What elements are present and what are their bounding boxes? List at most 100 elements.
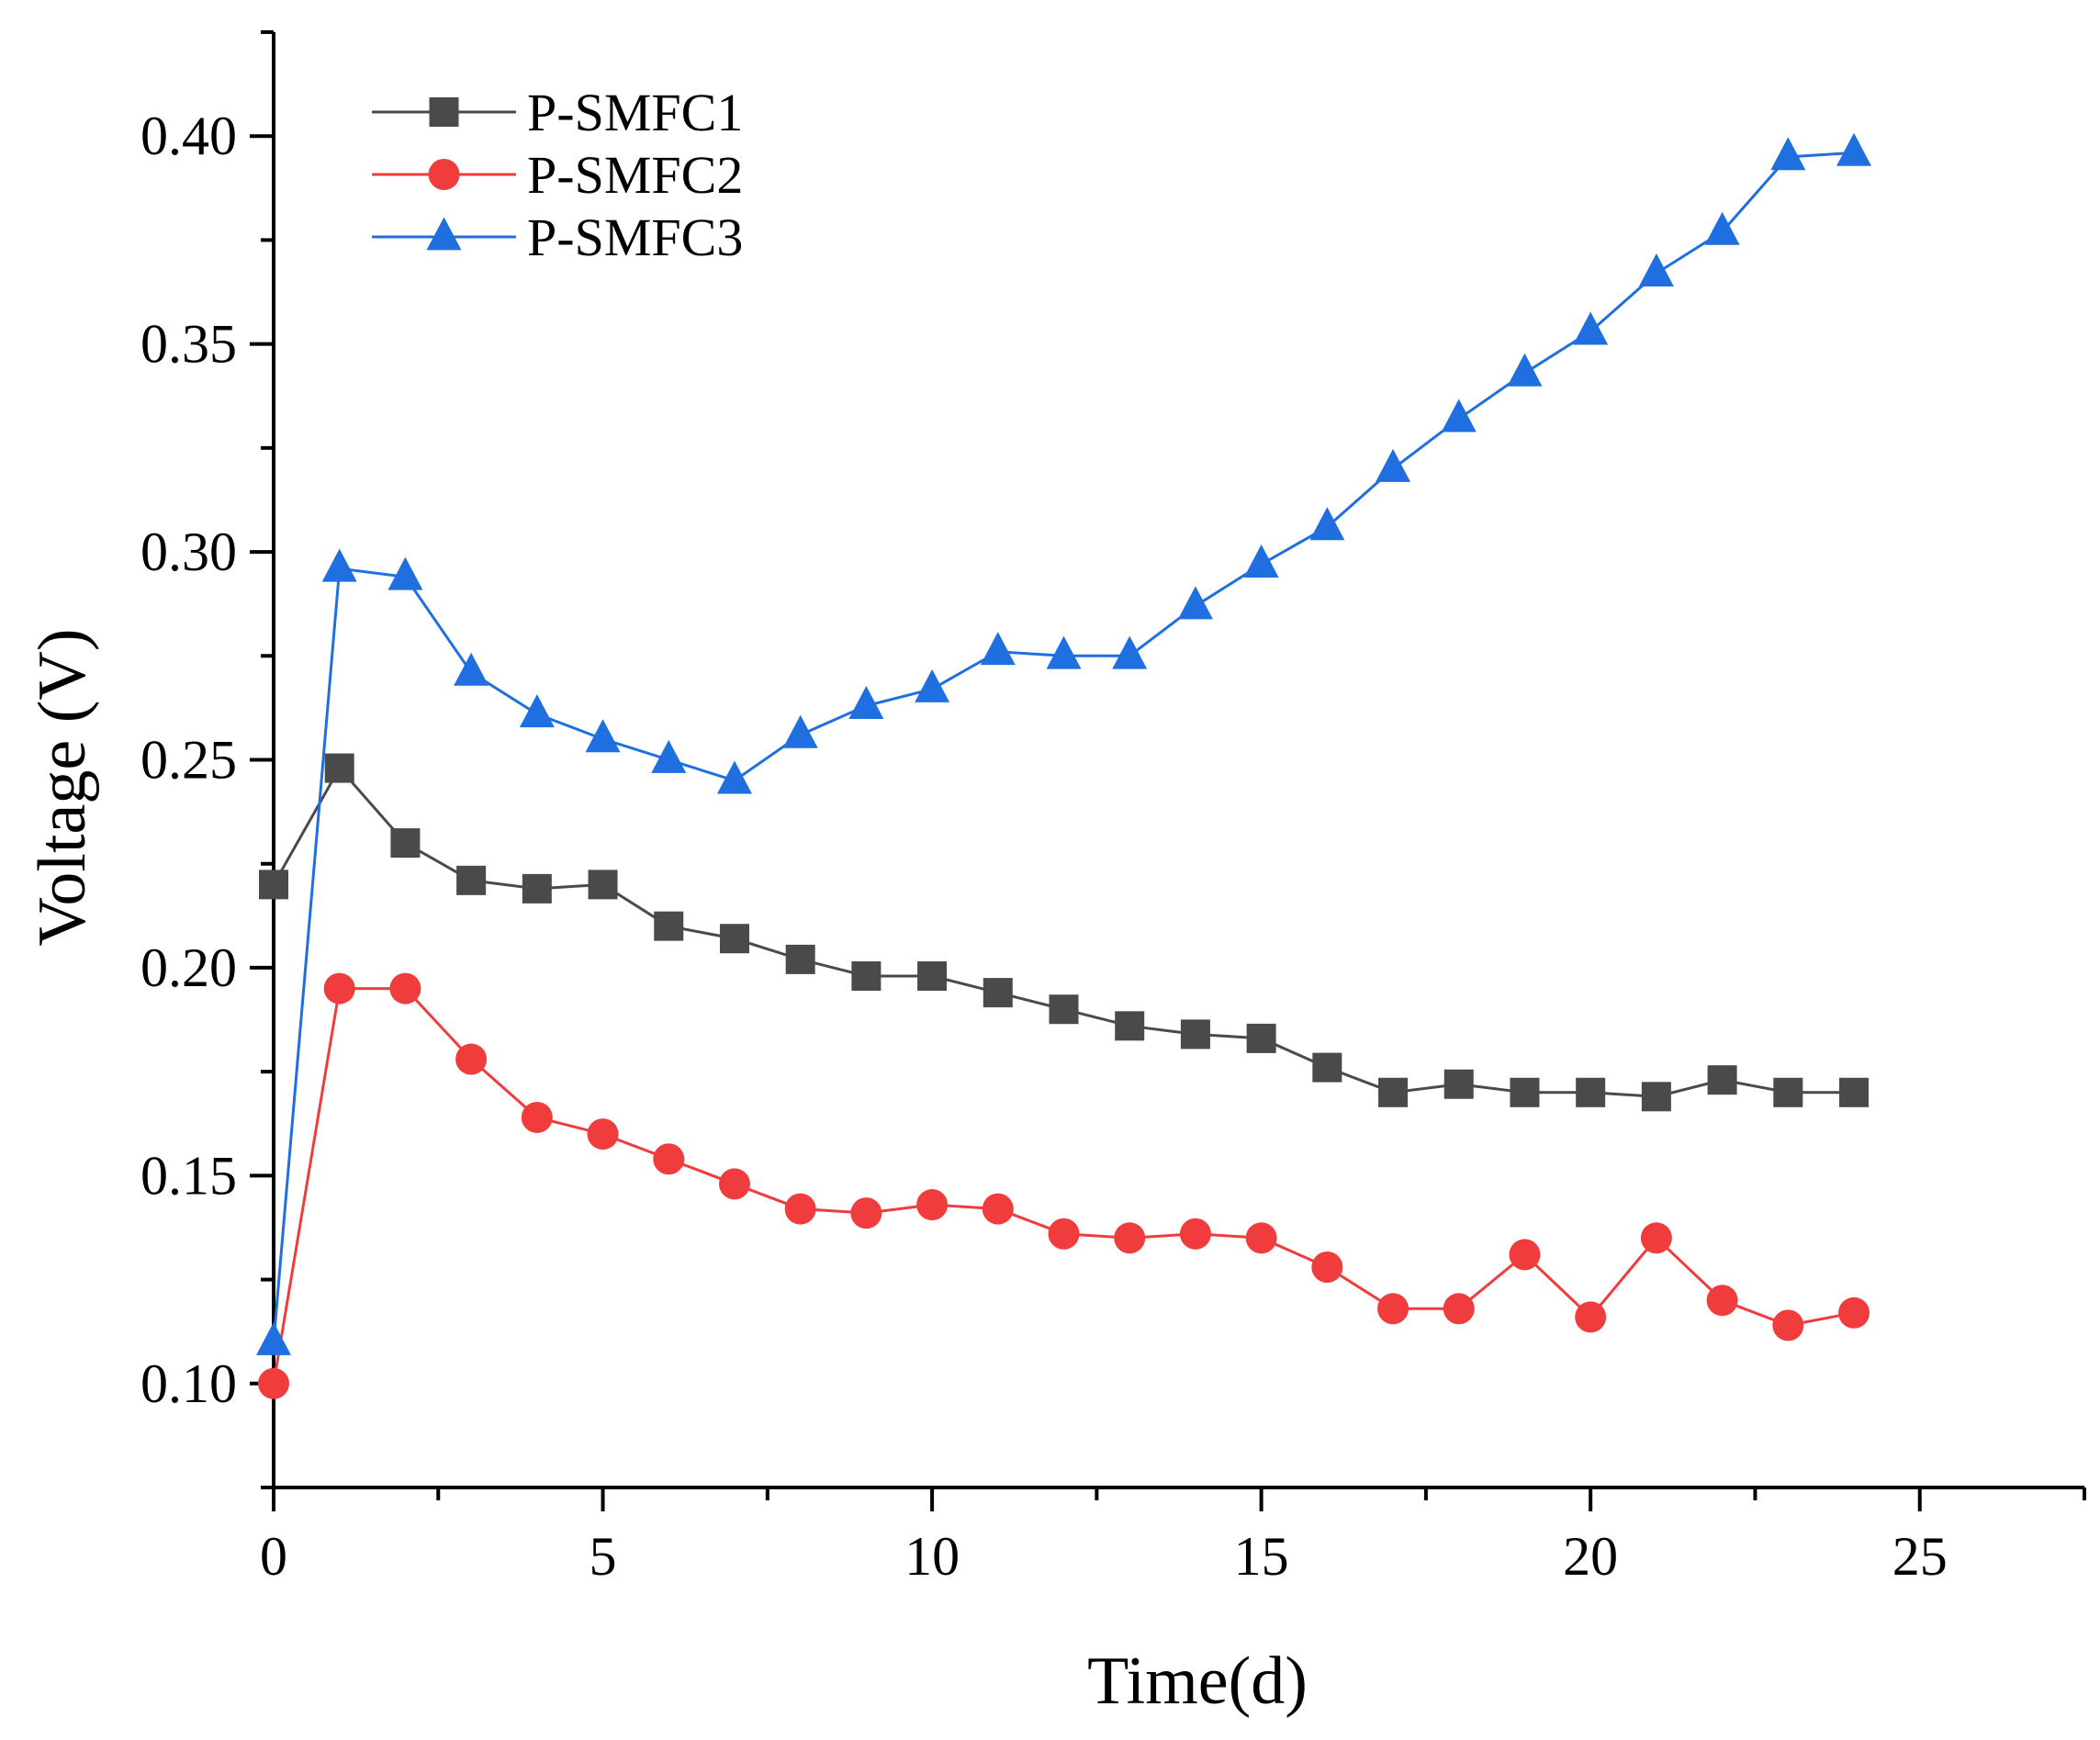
data-point [454,652,489,686]
x-tick-label: 0 [260,1526,287,1587]
x-ticks: 0 5 10 15 20 25 [260,1487,2086,1587]
legend-label: P-SMFC3 [527,208,743,267]
y-axis-title: Voltage (V) [25,629,100,947]
x-axis-title: Time(d) [1087,1644,1308,1719]
legend-label: P-SMFC1 [527,83,743,142]
data-point [456,865,487,895]
data-point [1507,353,1543,387]
data-point [654,911,684,941]
data-point [1707,1065,1737,1095]
data-point [1114,1222,1146,1254]
data-point [1638,253,1674,287]
data-point [390,828,421,859]
data-point [387,556,423,590]
legend-label: P-SMFC2 [527,145,743,205]
data-point [1309,507,1345,541]
series-line [272,987,1855,1385]
data-point [1376,448,1411,482]
data-point [324,753,354,783]
data-point [587,1118,619,1151]
data-point [1773,1077,1803,1107]
legend-marker [428,159,460,190]
series-p-smfc2 [258,972,1870,1399]
data-point [323,972,355,1005]
axes: 0.10 0.15 0.20 0.25 0.30 0.35 0.40 0 5 10 15 20 25 [140,30,2086,1587]
series-line [272,151,1855,1342]
y-tick-label: 0.30 [140,522,237,582]
data-point [784,1193,816,1225]
data-point [1115,1011,1145,1041]
data-point [585,719,621,753]
data-point [588,870,618,900]
legend-marker [429,97,459,127]
data-point [1443,1069,1474,1099]
data-point [851,960,882,991]
y-ticks: 0.10 0.15 0.20 0.25 0.30 0.35 0.40 [140,30,274,1489]
y-tick-label: 0.35 [140,314,237,375]
data-point [1179,1218,1211,1250]
y-tick-label: 0.25 [140,730,237,791]
data-point [1704,211,1740,245]
data-point [716,760,752,794]
data-point [1575,1301,1607,1333]
data-point [982,1193,1014,1225]
data-point [521,1101,553,1133]
data-point [651,739,687,773]
data-point [259,870,288,900]
data-point [455,1043,488,1075]
series-layer [256,132,1872,1399]
data-point [1112,635,1148,669]
y-tick-label: 0.40 [140,106,237,166]
data-point [1441,399,1477,432]
data-point [782,714,818,748]
data-point [389,972,421,1005]
data-point [983,978,1013,1008]
data-point [785,944,815,974]
data-point [1246,1023,1276,1053]
data-point [256,1321,291,1355]
data-point [522,873,552,904]
legend-entry: P-SMFC1 [372,83,743,142]
legend-entry: P-SMFC3 [372,208,743,267]
data-point [719,924,749,954]
data-point [1048,1218,1080,1250]
data-point [1838,1297,1870,1329]
legend-marker [426,217,462,251]
data-point [1839,1077,1870,1107]
data-point [1378,1077,1409,1107]
data-point [718,1168,750,1200]
y-tick-label: 0.15 [140,1145,237,1206]
x-tick-label: 10 [904,1526,960,1587]
data-point [1573,311,1609,345]
data-point [1510,1077,1540,1107]
data-point [850,1197,882,1229]
data-point [1836,132,1872,166]
data-point [1046,635,1082,669]
data-point [980,632,1016,666]
series-p-smfc3 [256,132,1872,1355]
series-p-smfc1 [259,753,1870,1112]
data-point [519,694,555,728]
data-point [1770,137,1806,171]
data-point [1509,1239,1541,1271]
y-tick-label: 0.10 [140,1353,237,1414]
data-point [1706,1285,1738,1317]
series-line [272,765,1855,1098]
x-tick-label: 20 [1563,1526,1618,1587]
data-point [916,1189,949,1221]
data-point [1772,1309,1804,1341]
data-point [258,1367,289,1399]
data-point [1177,586,1213,620]
data-point [1243,544,1279,578]
data-point [915,668,950,702]
data-point [1576,1077,1606,1107]
data-point [1443,1293,1475,1325]
data-point [1311,1251,1343,1283]
data-point [653,1143,685,1175]
data-point [848,686,884,720]
x-tick-label: 15 [1234,1526,1289,1587]
data-point [1049,994,1079,1025]
data-point [1377,1293,1409,1325]
